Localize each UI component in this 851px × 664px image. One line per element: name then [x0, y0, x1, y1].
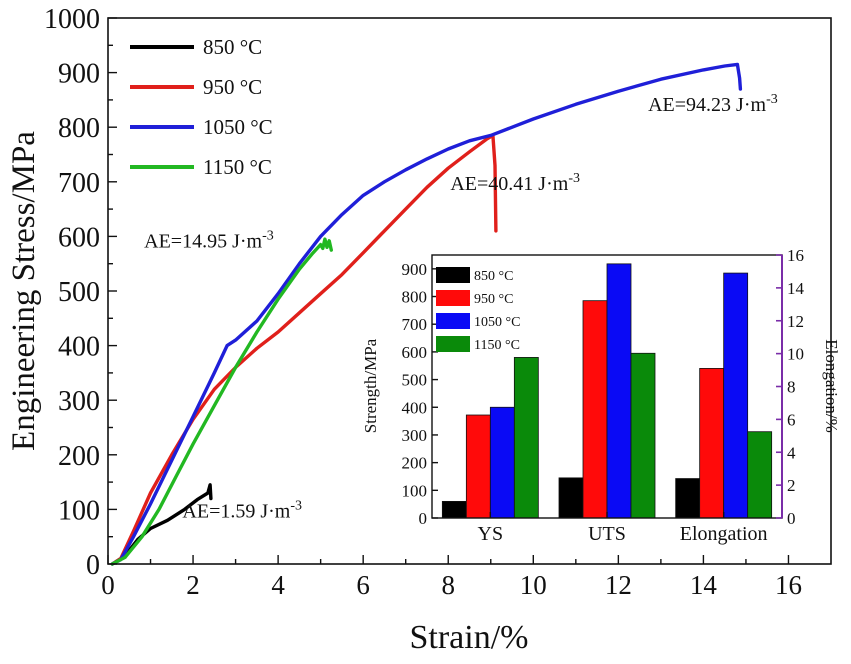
bar-elongation-0	[675, 478, 701, 519]
inset-category-label: UTS	[588, 523, 626, 545]
x-tick-label: 4	[271, 570, 285, 600]
energy-annotation: AE=1.59 J·m-3	[182, 499, 302, 523]
inset-y2-tick-label: 4	[787, 443, 796, 462]
main-y-axis-label: Engineering Stress/MPa	[6, 131, 42, 451]
bar-elongation-3	[747, 431, 773, 519]
main-x-axis-label: Strain/%	[410, 619, 529, 656]
y-tick-label: 300	[58, 386, 100, 417]
inset-legend: 850 °C 950 °C 1050 °C 1150 °C	[436, 267, 520, 353]
y-tick-label: 800	[58, 113, 100, 144]
annotation-superscript: -3	[262, 228, 274, 243]
y-tick-label: 700	[58, 168, 100, 199]
x-tick-label: 14	[690, 570, 718, 600]
energy-annotation: AE=94.23 J·m-3	[648, 92, 778, 116]
x-tick-label: 2	[186, 570, 200, 600]
legend-label: 1150 °C	[203, 155, 272, 179]
main-chart: AE=1.59 J·m-3AE=14.95 J·m-3AE=40.41 J·m-…	[6, 4, 832, 656]
inset-category-label: Elongation	[680, 523, 768, 545]
series-line-3	[110, 237, 333, 566]
inset-legend-swatch	[436, 290, 470, 306]
main-annotations: AE=1.59 J·m-3AE=14.95 J·m-3AE=40.41 J·m-…	[144, 92, 778, 523]
inset-y-tick-label: 900	[402, 260, 428, 279]
inset-legend-swatch	[436, 313, 470, 329]
bar-ys-2	[489, 406, 515, 519]
annotation-superscript: -3	[766, 92, 778, 107]
inset-category-label: YS	[478, 523, 504, 545]
x-tick-label: 8	[441, 570, 455, 600]
series-line-1	[110, 133, 498, 566]
inset-legend-label: 850 °C	[474, 269, 513, 284]
x-tick-label: 6	[356, 570, 370, 600]
bar-uts-0	[558, 477, 584, 519]
inset-legend-swatch	[436, 267, 470, 283]
inset-legend-label: 1050 °C	[474, 315, 520, 330]
y-tick-label: 500	[58, 277, 100, 308]
x-tick-label: 12	[605, 570, 632, 600]
inset-y-ticks: 0 100 200 300 400 500 600 700 800 900	[402, 260, 438, 528]
bar-ys-0	[441, 500, 467, 519]
inset-y-tick-label: 200	[402, 454, 428, 473]
annotation-text: AE=94.23 J·m	[648, 94, 766, 116]
legend-label: 1050 °C	[203, 115, 273, 139]
annotation-superscript: -3	[290, 499, 302, 514]
inset-y-axis-label: Strength/MPa	[361, 338, 380, 433]
annotation-text: AE=1.59 J·m	[182, 501, 290, 523]
y-tick-label: 600	[58, 222, 100, 253]
inset-y2-tick-label: 6	[787, 410, 796, 429]
inset-y2-ticks: 0 2 4 6 8 10 12 14 16	[776, 246, 805, 528]
inset-bar-chart: 0 100 200 300 400 500 600 700 800 900 0 2 4 6 8 10 12 14…	[361, 246, 841, 545]
annotation-superscript: -3	[568, 171, 580, 186]
main-y-ticks: 0 100 200 300 400 500 600 700 800 900 1000	[44, 4, 117, 581]
inset-y-tick-label: 500	[402, 371, 428, 390]
inset-y2-axis-label: Elongation/%	[822, 339, 841, 432]
bar-uts-3	[630, 352, 656, 519]
bar-ys-3	[513, 357, 539, 519]
x-tick-label: 16	[775, 570, 802, 600]
inset-legend-swatch	[436, 336, 470, 352]
inset-category-labels: YS UTS Elongation	[478, 512, 768, 545]
energy-annotation: AE=14.95 J·m-3	[144, 228, 274, 252]
inset-y2-tick-label: 0	[787, 509, 796, 528]
y-tick-label: 900	[58, 59, 100, 90]
inset-y2-tick-label: 2	[787, 476, 796, 495]
legend-label: 950 °C	[203, 75, 262, 99]
y-tick-label: 200	[58, 441, 100, 472]
inset-y-tick-label: 0	[419, 509, 428, 528]
inset-y2-tick-label: 16	[787, 246, 804, 265]
bar-elongation-1	[699, 368, 725, 519]
inset-bars	[441, 263, 773, 519]
y-tick-label: 400	[58, 332, 100, 363]
inset-y2-tick-label: 12	[787, 312, 804, 331]
x-tick-label: 0	[101, 570, 115, 600]
bar-uts-1	[582, 300, 608, 519]
y-tick-label: 0	[86, 550, 100, 581]
annotation-text: AE=40.41 J·m	[450, 173, 568, 195]
legend-label: 850 °C	[203, 35, 262, 59]
main-legend: 850 °C 950 °C 1050 °C 1150 °C	[130, 35, 273, 179]
energy-annotation: AE=40.41 J·m-3	[450, 171, 580, 195]
inset-y-tick-label: 100	[402, 481, 428, 500]
inset-y-tick-label: 700	[402, 315, 428, 334]
main-curves	[110, 62, 743, 566]
bar-elongation-2	[723, 272, 749, 519]
inset-y2-tick-label: 8	[787, 378, 796, 397]
annotation-text: AE=14.95 J·m	[144, 230, 262, 252]
x-tick-label: 10	[520, 570, 547, 600]
inset-legend-label: 1150 °C	[474, 338, 520, 353]
bar-uts-2	[606, 263, 632, 519]
y-tick-label: 100	[58, 495, 100, 526]
inset-y-tick-label: 400	[402, 398, 428, 417]
main-x-ticks: 0 2 4 6 8 10 12 14 16	[101, 555, 802, 600]
inset-y-tick-label: 800	[402, 288, 428, 307]
series-line-0	[110, 483, 213, 566]
inset-y2-tick-label: 14	[787, 279, 805, 298]
inset-y-tick-label: 600	[402, 343, 428, 362]
bar-ys-1	[465, 414, 491, 519]
series-line-2	[110, 62, 743, 566]
inset-y-tick-label: 300	[402, 426, 428, 445]
inset-y2-tick-label: 10	[787, 345, 804, 364]
y-tick-label: 1000	[44, 4, 100, 35]
inset-legend-label: 950 °C	[474, 292, 513, 307]
